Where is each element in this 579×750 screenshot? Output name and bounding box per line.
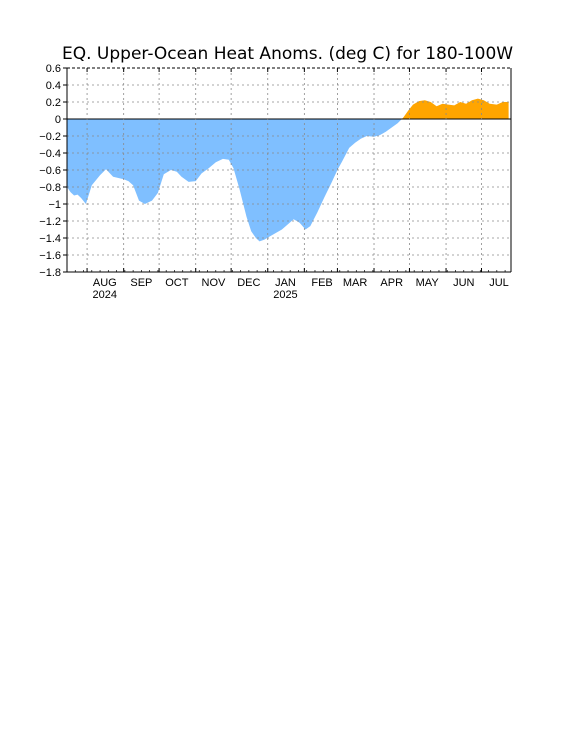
grid-lines [67,68,511,272]
x-tick-label: APR [380,277,403,289]
y-tick-label: −0.4 [39,148,61,160]
chart-title: EQ. Upper-Ocean Heat Anoms. (deg C) for … [62,44,513,64]
x-tick-label: FEB [311,277,332,289]
y-tick-label: −1.2 [39,216,61,228]
y-tick-label: −0.6 [39,165,61,177]
y-tick-label: 0.4 [46,80,61,92]
y-tick-label: 0 [55,114,61,126]
x-tick-label: JUN [453,277,474,289]
y-tick-label: −0.2 [39,131,61,143]
positive-anomaly-area [67,98,509,119]
x-tick-label: MAY [416,277,440,289]
y-tick-label: −0.8 [39,182,61,194]
y-tick-label: −1 [48,199,61,211]
y-tick-label: 0.2 [46,97,61,109]
x-tick-label: SEP [130,277,152,289]
x-tick-label: DEC [237,277,260,289]
y-tick-label: −1.4 [39,233,61,245]
x-year-label: 2024 [93,289,117,301]
y-tick-label: −1.8 [39,267,61,279]
x-tick-label: MAR [343,277,368,289]
x-tick-label: AUG [93,277,117,289]
y-tick-label: 0.6 [46,63,61,75]
x-year-label: 2025 [273,289,297,301]
plot-area: 0.6 0.4 0.2 0 −0.2 −0.4 −0.6 −0.8 −1 −1.2 −1.4 −1.6… [39,63,512,301]
y-tick-label: −1.6 [39,250,61,262]
x-tick-label: NOV [202,277,227,289]
x-tick-label: JUL [489,277,509,289]
negative-anomaly-area [67,119,509,242]
anomaly-fills [67,98,509,242]
x-tick-label: OCT [165,277,189,289]
y-axis: 0.6 0.4 0.2 0 −0.2 −0.4 −0.6 −0.8 −1 −1.2 −1.4 −1.6… [39,63,67,279]
x-tick-label: JAN [275,277,296,289]
